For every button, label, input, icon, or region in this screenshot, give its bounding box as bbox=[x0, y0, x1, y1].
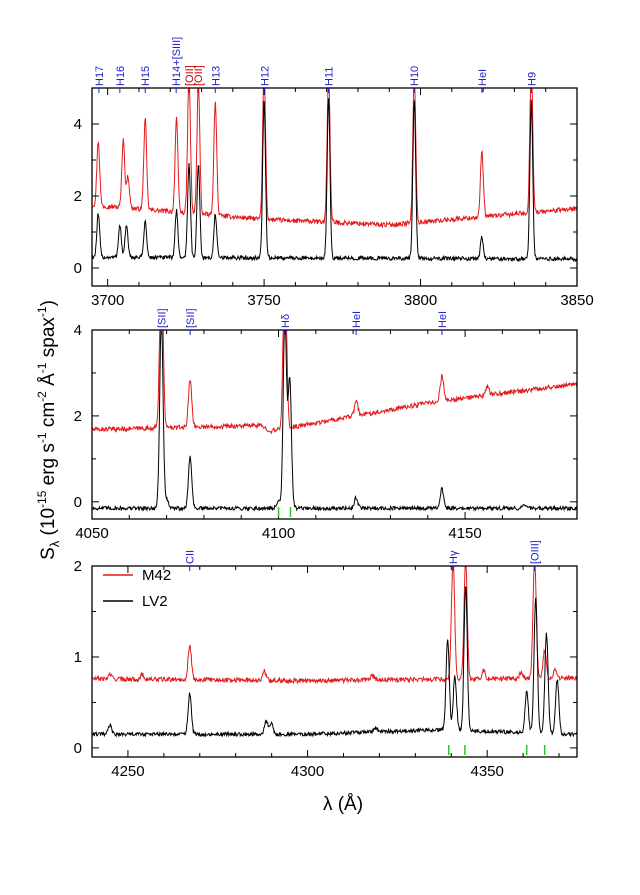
y-axis-exp-cm: -2 bbox=[35, 391, 49, 402]
y-tick-label: 1 bbox=[74, 649, 82, 666]
y-axis-exp-s: -1 bbox=[35, 432, 49, 443]
y-axis-paren: (10 bbox=[38, 508, 59, 541]
svg-text:[OII]: [OII] bbox=[184, 65, 196, 86]
line-id-label: H13 bbox=[210, 66, 222, 93]
y-tick-label: 4 bbox=[74, 322, 82, 339]
line-id-label: Hδ bbox=[280, 314, 292, 335]
y-tick-label: 0 bbox=[74, 494, 82, 511]
y-axis-unit-cm: cm bbox=[38, 402, 59, 433]
svg-text:H9: H9 bbox=[526, 72, 538, 86]
y-axis-close: ) bbox=[38, 300, 59, 306]
svg-text:[OIII]: [OIII] bbox=[530, 540, 542, 564]
x-axis-title: λ (Å) bbox=[323, 794, 363, 815]
series-lv2-0 bbox=[92, 98, 577, 263]
line-id-label: H14+[SIII] bbox=[171, 37, 183, 93]
y-axis-symbol: S bbox=[38, 547, 59, 560]
line-id-label: [OII] bbox=[193, 65, 205, 93]
x-tick-label: 3700 bbox=[91, 292, 124, 309]
y-axis-exp: -15 bbox=[35, 490, 49, 508]
legend: M42 LV2 bbox=[103, 567, 171, 610]
plot-frame bbox=[91, 87, 578, 287]
svg-text:HeI: HeI bbox=[477, 69, 489, 86]
y-axis-unit-erg: erg s bbox=[38, 443, 59, 491]
line-id-label: [OII] bbox=[184, 65, 196, 93]
line-id-label: H17 bbox=[94, 66, 106, 93]
x-tick-label: 4250 bbox=[111, 763, 144, 780]
y-tick-label: 2 bbox=[74, 188, 82, 205]
line-id-label: H16 bbox=[115, 66, 127, 93]
x-tick-label: 3750 bbox=[247, 292, 280, 309]
y-axis-exp-a: -1 bbox=[35, 362, 49, 373]
x-tick-label: 4150 bbox=[448, 525, 481, 542]
x-tick-label: 4300 bbox=[291, 763, 324, 780]
svg-text:H10: H10 bbox=[409, 66, 421, 86]
svg-text:H12: H12 bbox=[260, 66, 272, 86]
series-lv2-1 bbox=[92, 330, 577, 512]
y-axis-subscript: λ bbox=[47, 540, 62, 547]
x-tick-label: 4050 bbox=[75, 525, 108, 542]
x-tick-label: 3800 bbox=[404, 292, 437, 309]
y-tick-label: 4 bbox=[74, 116, 82, 133]
panel-bottom: 4250 4300 4350 0 1 2 CII Hγ [OIII] bbox=[74, 540, 578, 780]
svg-text:CII: CII bbox=[185, 550, 197, 564]
series-m42-1 bbox=[92, 330, 577, 435]
line-id-label: HeI bbox=[437, 311, 449, 335]
line-id-label: H15 bbox=[140, 66, 152, 93]
line-id-label: H11 bbox=[324, 67, 336, 93]
y-tick-label: 2 bbox=[74, 408, 82, 425]
line-id-label: H9 bbox=[526, 72, 538, 93]
svg-text:H15: H15 bbox=[140, 66, 152, 86]
x-tick-label: 4100 bbox=[262, 525, 295, 542]
plot-frame bbox=[91, 565, 578, 758]
svg-text:[SII]: [SII] bbox=[185, 308, 197, 328]
line-id-label: HeI bbox=[351, 311, 363, 335]
line-id-label: [SII] bbox=[156, 308, 168, 335]
series-lv2-2 bbox=[92, 586, 577, 738]
y-tick-label: 0 bbox=[74, 740, 82, 757]
y-tick-label: 0 bbox=[74, 260, 82, 277]
plot-frame bbox=[91, 329, 578, 520]
svg-text:H11: H11 bbox=[324, 67, 336, 86]
svg-text:H13: H13 bbox=[210, 66, 222, 86]
x-tick-label: 4350 bbox=[470, 763, 503, 780]
x-tick-label: 3850 bbox=[560, 292, 593, 309]
line-id-label: H12 bbox=[260, 66, 272, 93]
svg-text:H14+[SIII]: H14+[SIII] bbox=[171, 37, 183, 86]
line-id-label: [OIII] bbox=[530, 540, 542, 571]
panel-middle: 4050 4100 4150 0 2 4 [SII] [SII] Hδ HeI HeI bbox=[74, 308, 578, 542]
svg-text:Hγ: Hγ bbox=[448, 550, 460, 564]
svg-text:[SII]: [SII] bbox=[156, 308, 168, 328]
line-id-label: Hγ bbox=[448, 550, 460, 571]
y-axis-unit-angstrom: Å bbox=[38, 373, 59, 391]
line-id-label: CII bbox=[185, 550, 197, 571]
line-id-label: H10 bbox=[409, 66, 421, 93]
y-tick-label: 2 bbox=[74, 558, 82, 575]
svg-text:H17: H17 bbox=[94, 66, 106, 86]
series-m42-0 bbox=[92, 88, 577, 229]
svg-text:HeI: HeI bbox=[437, 311, 449, 328]
line-id-label: HeI bbox=[477, 69, 489, 93]
y-axis-exp-spax: -1 bbox=[35, 306, 49, 317]
svg-text:[OII]: [OII] bbox=[193, 65, 205, 86]
y-axis-title: Sλ (10-15 erg s-1 cm-2 Å-1 spax-1) bbox=[35, 300, 62, 560]
y-axis-unit-spax: spax bbox=[38, 317, 59, 363]
legend-m42-label: M42 bbox=[142, 567, 171, 584]
svg-text:Hδ: Hδ bbox=[280, 314, 292, 328]
svg-text:HeI: HeI bbox=[351, 311, 363, 328]
series-m42-2 bbox=[92, 566, 577, 685]
svg-text:H16: H16 bbox=[115, 66, 127, 86]
legend-lv2-label: LV2 bbox=[142, 593, 168, 610]
line-id-label: [SII] bbox=[185, 308, 197, 335]
svg-text:Sλ (10-15 erg s-1 cm-2 Å-1 spa: Sλ (10-15 erg s-1 cm-2 Å-1 spax-1) bbox=[35, 300, 62, 560]
